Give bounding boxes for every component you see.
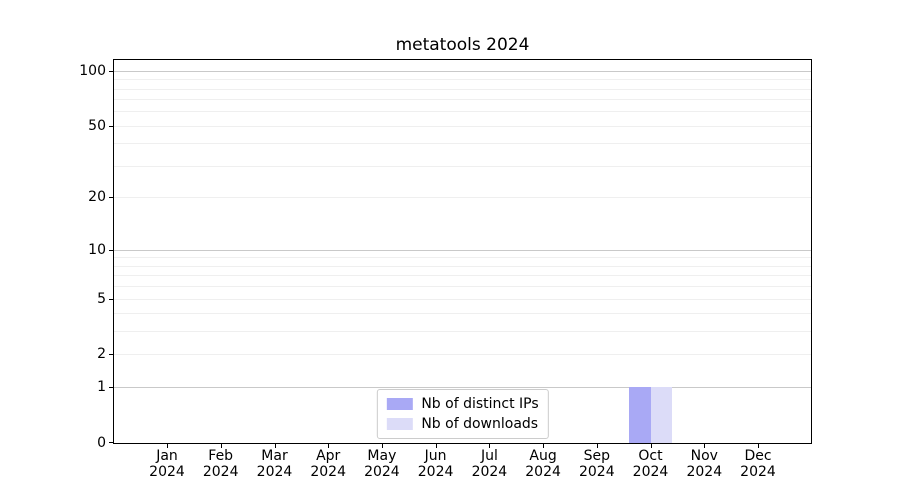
x-tick-month: Feb — [208, 448, 234, 464]
x-tick-year: 2024 — [632, 464, 669, 480]
x-axis-tick — [328, 444, 330, 448]
gridline-minor — [114, 286, 811, 287]
x-axis-tick — [381, 444, 383, 448]
x-axis-tick — [167, 444, 168, 448]
y-axis-tick — [109, 442, 113, 443]
x-tick-year: 2024 — [417, 464, 454, 480]
y-axis-tick — [109, 298, 113, 300]
gridline-major — [114, 70, 811, 72]
x-axis-tick-label: Jan 2024 — [125, 448, 209, 480]
bar-nb-of-distinct-ips — [629, 387, 651, 443]
y-axis-tick-label: 50 — [88, 117, 106, 134]
x-tick-month: Mar — [261, 448, 288, 464]
x-axis-tick — [489, 444, 491, 448]
x-axis-tick-label: Nov 2024 — [662, 448, 746, 480]
x-axis-tick-label: Apr 2024 — [286, 448, 370, 480]
x-axis-tick-label: Aug 2024 — [501, 448, 585, 480]
y-axis-tick-label: 100 — [79, 62, 106, 79]
x-axis-tick — [435, 444, 437, 448]
x-axis-tick-label: Mar 2024 — [233, 448, 317, 480]
x-axis-tick-label: Oct 2024 — [609, 448, 693, 480]
legend-entry: Nb of distinct IPs — [386, 396, 539, 412]
x-axis-tick — [596, 444, 598, 448]
legend-label: Nb of downloads — [421, 416, 539, 432]
x-tick-month: Jul — [480, 448, 498, 464]
x-tick-year: 2024 — [578, 464, 615, 480]
gridline-minor — [114, 298, 811, 300]
x-tick-year: 2024 — [525, 464, 561, 480]
x-tick-month: May — [367, 448, 397, 464]
y-axis-tick — [109, 354, 113, 356]
y-axis-tick-label: 1 — [97, 379, 106, 396]
x-tick-year: 2024 — [256, 464, 293, 480]
x-axis-tick — [543, 444, 545, 448]
gridline-minor — [114, 166, 811, 167]
x-tick-year: 2024 — [310, 464, 346, 480]
plot-area: Nb of distinct IPs Nb of downloads — [109, 59, 812, 448]
y-axis-tick — [109, 197, 113, 199]
x-axis-tick-label: Sep 2024 — [555, 448, 639, 480]
gridline-minor — [114, 125, 811, 127]
x-axis-tick-label: Jun 2024 — [394, 448, 478, 480]
x-tick-year: 2024 — [202, 464, 239, 480]
x-axis-tick — [274, 444, 276, 448]
chart-title: metatools 2024 — [395, 35, 530, 55]
gridline-minor — [114, 143, 811, 145]
gridline-minor — [114, 313, 811, 315]
x-axis-tick — [758, 444, 759, 448]
y-axis-tick — [109, 70, 113, 72]
legend-entry: Nb of downloads — [386, 416, 538, 432]
bar-nb-of-downloads — [650, 387, 672, 443]
x-tick-month: Aug — [529, 448, 557, 464]
gridline-minor — [114, 99, 811, 101]
gridline-minor — [114, 111, 811, 113]
gridline-major — [114, 387, 811, 389]
x-axis-tick-label: Dec 2024 — [716, 448, 800, 480]
gridline-minor — [114, 275, 811, 277]
y-axis-tick-label: 5 — [97, 290, 106, 307]
x-axis-tick — [220, 444, 222, 448]
gridline-minor — [114, 331, 811, 333]
x-tick-year: 2024 — [740, 464, 776, 480]
legend-swatch — [386, 418, 413, 430]
gridline-minor — [114, 265, 811, 267]
gridline-minor — [114, 257, 811, 259]
y-axis-tick-label: 2 — [97, 346, 106, 363]
x-tick-year: 2024 — [471, 464, 508, 480]
x-tick-month: Apr — [316, 448, 341, 464]
x-axis-tick-label: Feb 2024 — [179, 448, 263, 480]
legend-label: Nb of distinct IPs — [421, 396, 539, 412]
x-axis-tick-label: May 2024 — [340, 448, 424, 480]
gridline-minor — [114, 79, 811, 81]
gridline-minor — [114, 88, 811, 90]
x-tick-month: Dec — [744, 448, 772, 464]
y-axis-tick — [109, 249, 113, 251]
x-tick-year: 2024 — [686, 464, 723, 480]
y-axis-tick-label: 10 — [88, 241, 106, 258]
x-tick-month: Jun — [424, 448, 447, 464]
legend-swatch — [386, 398, 413, 410]
gridline-minor — [114, 354, 811, 356]
x-tick-month: Nov — [690, 448, 718, 464]
x-axis-tick — [704, 444, 706, 448]
y-axis-tick — [109, 387, 113, 389]
y-axis-tick — [109, 125, 113, 127]
legend: Nb of distinct IPs Nb of downloads — [376, 389, 549, 439]
x-tick-month: Sep — [583, 448, 610, 464]
gridline-major — [114, 249, 811, 251]
gridline-minor — [114, 197, 811, 199]
x-axis-tick-label: Jul 2024 — [447, 448, 531, 480]
x-tick-year: 2024 — [149, 464, 185, 480]
x-axis-tick — [650, 444, 652, 448]
y-axis-tick-label: 0 — [97, 435, 106, 451]
x-tick-month: Oct — [638, 448, 663, 464]
x-tick-year: 2024 — [364, 464, 400, 480]
y-axis-tick-label: 20 — [88, 189, 106, 206]
x-tick-month: Jan — [156, 448, 178, 464]
